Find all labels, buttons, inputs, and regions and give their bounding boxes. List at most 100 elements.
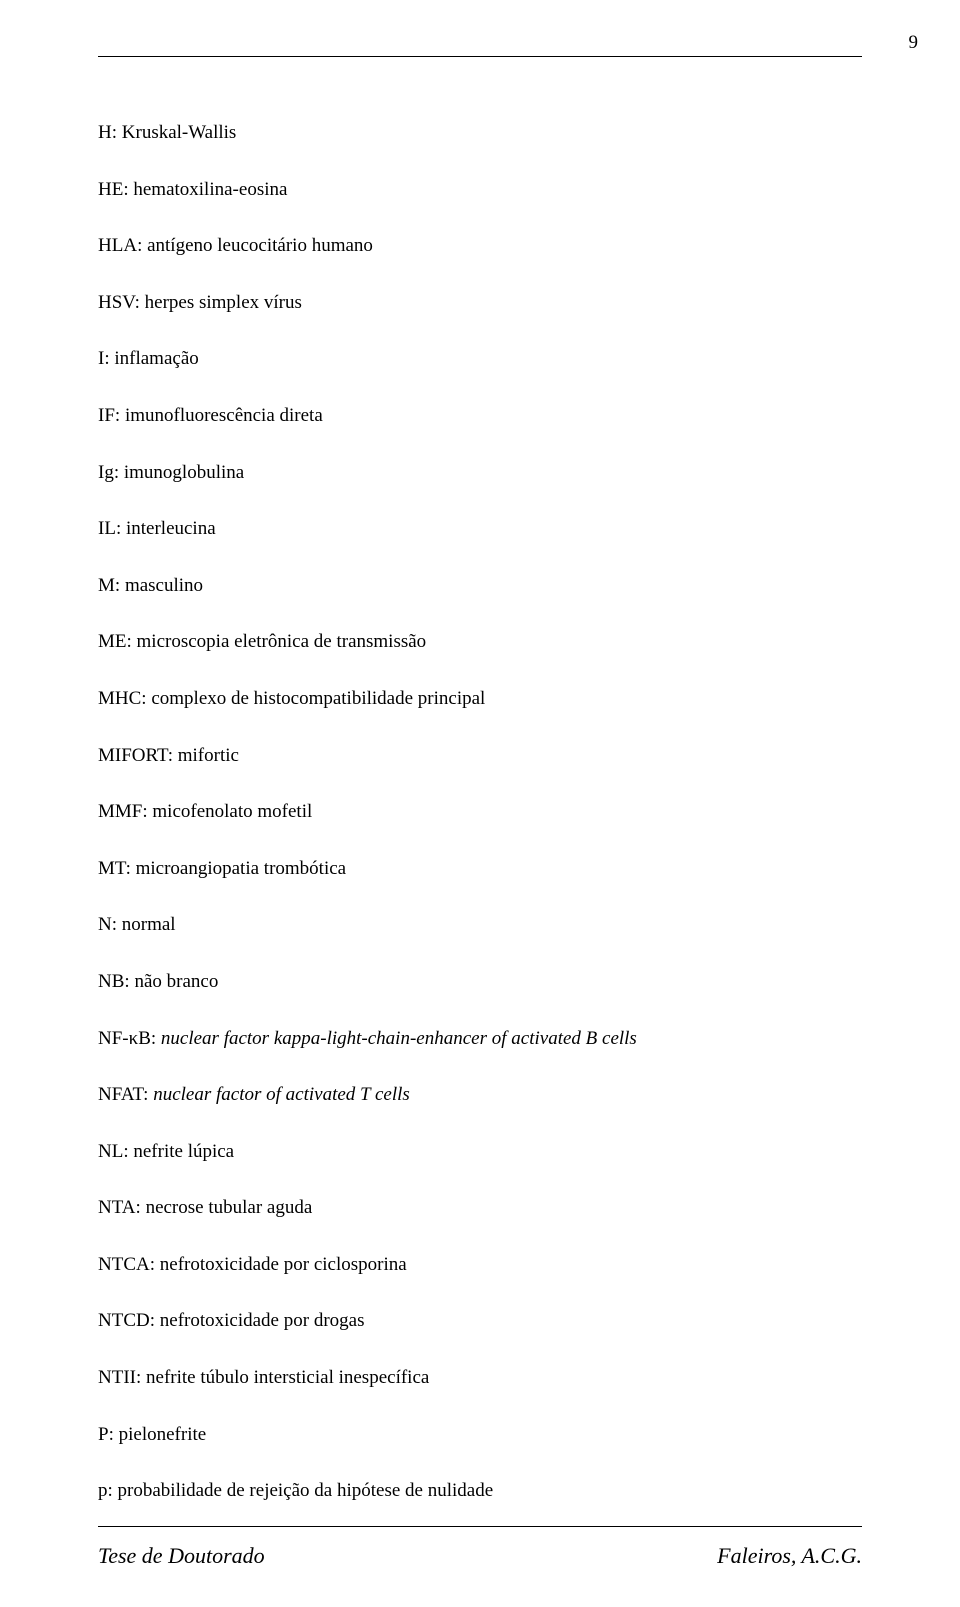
top-horizontal-rule: [98, 56, 862, 57]
abbreviation-definition: imunoglobulina: [124, 462, 244, 483]
footer-right: Faleiros, A.C.G.: [717, 1543, 862, 1569]
abbreviation-entry: HLA: antígeno leucocitário humano: [98, 233, 862, 260]
separator: :: [143, 1084, 153, 1105]
abbreviation-entry: P: pielonefrite: [98, 1422, 862, 1449]
abbreviation-term: M: [98, 575, 115, 596]
abbreviation-term: H: [98, 122, 112, 143]
abbreviation-entry: IL: interleucina: [98, 516, 862, 543]
abbreviation-term: Ig: [98, 462, 114, 483]
abbreviation-entry: I: inflamação: [98, 346, 862, 373]
separator: :: [151, 1028, 161, 1049]
abbreviation-entry: ME: microscopia eletrônica de transmissã…: [98, 629, 862, 656]
abbreviation-term: NTA: [98, 1197, 136, 1218]
separator: :: [104, 348, 114, 369]
abbreviation-definition: imunofluorescência direta: [125, 405, 323, 426]
abbreviation-definition: interleucina: [126, 518, 216, 539]
separator: :: [150, 1310, 160, 1331]
page-number: 9: [909, 32, 919, 54]
separator: :: [108, 1480, 118, 1501]
abbreviation-term: HSV: [98, 292, 135, 313]
abbreviation-definition: mifortic: [178, 745, 239, 766]
separator: :: [115, 575, 125, 596]
abbreviation-term: NB: [98, 971, 124, 992]
abbreviation-definition: normal: [122, 914, 176, 935]
abbreviation-term: NL: [98, 1141, 123, 1162]
abbreviation-definition: nuclear factor kappa-light-chain-enhance…: [161, 1028, 637, 1049]
abbreviation-entry: HSV: herpes simplex vírus: [98, 290, 862, 317]
abbreviation-definition: pielonefrite: [119, 1424, 207, 1445]
separator: :: [127, 631, 137, 652]
abbreviation-entry: NTA: necrose tubular aguda: [98, 1195, 862, 1222]
abbreviation-definition: nefrotoxicidade por drogas: [160, 1310, 365, 1331]
separator: :: [142, 801, 152, 822]
abbreviation-entry: MHC: complexo de histocompatibilidade pr…: [98, 686, 862, 713]
abbreviation-term: MIFORT: [98, 745, 168, 766]
abbreviation-entry: MIFORT: mifortic: [98, 743, 862, 770]
abbreviation-term: NF-κB: [98, 1028, 151, 1049]
separator: :: [112, 914, 122, 935]
abbreviation-term: MMF: [98, 801, 142, 822]
abbreviation-definition: herpes simplex vírus: [145, 292, 302, 313]
abbreviation-entry: NTII: nefrite túbulo intersticial inespe…: [98, 1365, 862, 1392]
abbreviation-definition: antígeno leucocitário humano: [147, 235, 373, 256]
separator: :: [141, 688, 151, 709]
separator: :: [123, 179, 133, 200]
separator: :: [112, 122, 122, 143]
abbreviation-entry: M: masculino: [98, 573, 862, 600]
abbreviation-definition: microscopia eletrônica de transmissão: [137, 631, 427, 652]
abbreviation-term: IL: [98, 518, 116, 539]
abbreviation-definition: necrose tubular aguda: [146, 1197, 313, 1218]
abbreviation-definition: probabilidade de rejeição da hipótese de…: [118, 1480, 494, 1501]
page-footer: Tese de Doutorado Faleiros, A.C.G.: [98, 1543, 862, 1569]
abbreviation-term: NTCD: [98, 1310, 150, 1331]
abbreviation-entry: NTCD: nefrotoxicidade por drogas: [98, 1308, 862, 1335]
abbreviation-entry: NB: não branco: [98, 969, 862, 996]
abbreviation-definition: complexo de histocompatibilidade princip…: [151, 688, 485, 709]
abbreviation-entry: NL: nefrite lúpica: [98, 1139, 862, 1166]
separator: :: [126, 858, 136, 879]
abbreviation-definition: hematoxilina-eosina: [133, 179, 287, 200]
abbreviation-term: P: [98, 1424, 109, 1445]
abbreviation-definition: nefrite lúpica: [133, 1141, 234, 1162]
abbreviation-definition: inflamação: [114, 348, 198, 369]
separator: :: [114, 462, 124, 483]
abbreviation-definition: microangiopatia trombótica: [136, 858, 347, 879]
abbreviation-entry: H: Kruskal-Wallis: [98, 120, 862, 147]
abbreviation-entry: MMF: micofenolato mofetil: [98, 799, 862, 826]
abbreviation-term: ME: [98, 631, 127, 652]
abbreviation-entry: p: probabilidade de rejeição da hipótese…: [98, 1478, 862, 1505]
separator: :: [123, 1141, 133, 1162]
abbreviation-term: HE: [98, 179, 123, 200]
abbreviation-term: HLA: [98, 235, 137, 256]
separator: :: [116, 518, 126, 539]
abbreviation-term: p: [98, 1480, 108, 1501]
abbreviation-entry: HE: hematoxilina-eosina: [98, 177, 862, 204]
abbreviation-entry: NTCA: nefrotoxicidade por ciclosporina: [98, 1252, 862, 1279]
separator: :: [136, 1367, 146, 1388]
abbreviation-definition: não branco: [134, 971, 218, 992]
abbreviation-entry: IF: imunofluorescência direta: [98, 403, 862, 430]
abbreviation-term: NTII: [98, 1367, 136, 1388]
abbreviation-definition: nuclear factor of activated T cells: [153, 1084, 410, 1105]
separator: :: [136, 1197, 146, 1218]
bottom-horizontal-rule: [98, 1526, 862, 1527]
abbreviation-list: H: Kruskal-Wallis HE: hematoxilina-eosina…: [98, 120, 862, 1535]
abbreviation-definition: masculino: [125, 575, 203, 596]
abbreviation-term: MT: [98, 858, 126, 879]
separator: :: [168, 745, 178, 766]
abbreviation-definition: micofenolato mofetil: [152, 801, 312, 822]
abbreviation-entry: N: normal: [98, 912, 862, 939]
abbreviation-entry: NF-κB: nuclear factor kappa-light-chain-…: [98, 1026, 862, 1053]
separator: :: [150, 1254, 160, 1275]
abbreviation-entry: MT: microangiopatia trombótica: [98, 856, 862, 883]
abbreviation-definition: Kruskal-Wallis: [122, 122, 237, 143]
abbreviation-term: MHC: [98, 688, 141, 709]
separator: :: [137, 235, 147, 256]
separator: :: [115, 405, 125, 426]
footer-left: Tese de Doutorado: [98, 1543, 265, 1569]
abbreviation-term: IF: [98, 405, 115, 426]
abbreviation-definition: nefrotoxicidade por ciclosporina: [160, 1254, 407, 1275]
abbreviation-term: NTCA: [98, 1254, 150, 1275]
abbreviation-entry: Ig: imunoglobulina: [98, 460, 862, 487]
abbreviation-term: N: [98, 914, 112, 935]
